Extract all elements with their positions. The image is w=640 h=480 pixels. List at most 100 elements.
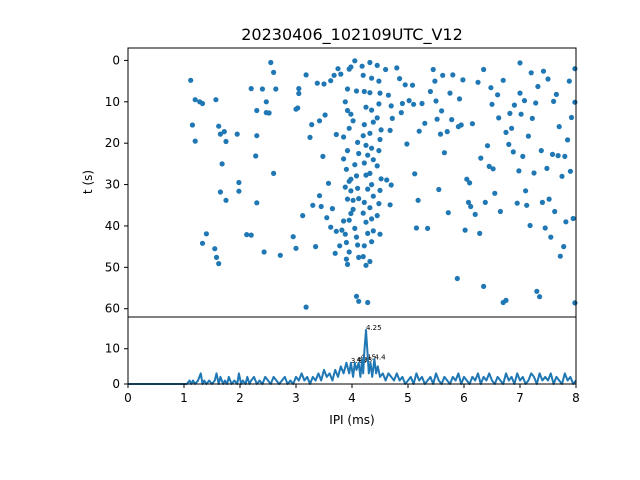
scatter-point — [552, 208, 558, 215]
scatter-point — [348, 210, 354, 217]
scatter-point — [555, 153, 561, 159]
scatter-point — [350, 197, 356, 203]
scatter-points — [188, 58, 578, 310]
scatter-point — [377, 231, 383, 237]
histogram-y-tick-label: 0 — [112, 377, 120, 391]
scatter-point — [387, 127, 393, 133]
scatter-point — [223, 138, 229, 145]
scatter-point — [529, 115, 535, 121]
scatter-point — [397, 76, 403, 82]
scatter-point — [325, 180, 332, 186]
scatter-point — [548, 234, 554, 240]
histogram-x-tick-label: 0 — [124, 391, 132, 405]
scatter-point — [425, 225, 431, 231]
scatter-point — [511, 102, 517, 108]
scatter-point — [415, 197, 421, 203]
scatter-point — [344, 86, 351, 92]
scatter-point — [533, 100, 539, 106]
scatter-point — [348, 64, 354, 70]
scatter-point — [454, 275, 460, 282]
scatter-point — [367, 170, 373, 176]
scatter-point — [538, 148, 544, 154]
scatter-point — [369, 239, 375, 245]
histogram-x-axis-label: IPI (ms) — [329, 413, 374, 427]
scatter-point — [203, 231, 209, 237]
scatter-point — [464, 176, 470, 182]
scatter-point — [361, 199, 367, 205]
scatter-point — [370, 228, 376, 234]
scatter-point — [296, 90, 302, 97]
scatter-point — [445, 210, 451, 216]
scatter-point — [370, 119, 376, 125]
scatter-point — [321, 81, 327, 87]
scatter-point — [346, 178, 352, 184]
scatter-point — [374, 62, 380, 68]
scatter-point — [387, 202, 393, 208]
scatter-point — [199, 100, 206, 107]
scatter-point — [527, 222, 533, 229]
scatter-point — [356, 254, 362, 260]
scatter-point — [546, 196, 552, 202]
scatter-point — [341, 156, 347, 162]
scatter-point — [318, 203, 324, 210]
scatter-point — [192, 138, 198, 144]
scatter-point — [363, 142, 369, 148]
scatter-point — [361, 243, 367, 249]
scatter-point — [537, 294, 543, 300]
histogram-x-tick-label: 5 — [404, 391, 412, 405]
scatter-point — [484, 143, 491, 149]
scatter-y-tick-label: 20 — [105, 136, 120, 150]
scatter-point — [472, 211, 478, 217]
scatter-point — [363, 172, 369, 178]
scatter-y-tick-label: 10 — [105, 95, 120, 109]
scatter-point — [559, 173, 565, 179]
scatter-point — [303, 72, 309, 78]
scatter-point — [376, 78, 382, 84]
scatter-point — [314, 80, 320, 86]
scatter-point — [363, 104, 369, 110]
scatter-point — [523, 188, 529, 194]
scatter-point — [492, 190, 498, 196]
scatter-point — [376, 148, 382, 154]
scatter-point — [310, 202, 316, 208]
scatter-point — [517, 60, 523, 66]
scatter-point — [566, 78, 572, 84]
scatter-point — [350, 118, 356, 124]
scatter-point — [561, 244, 567, 250]
scatter-point — [350, 206, 356, 212]
scatter-point — [477, 230, 483, 236]
scatter-point — [497, 208, 503, 215]
scatter-point — [525, 133, 532, 139]
scatter-point — [365, 186, 371, 192]
scatter-point — [439, 108, 445, 114]
scatter-point — [540, 68, 547, 74]
scatter-point — [376, 201, 382, 207]
scatter-point — [441, 150, 447, 156]
scatter-point — [503, 129, 509, 135]
scatter-point — [422, 120, 428, 126]
scatter-point — [360, 254, 366, 260]
scatter-point — [344, 107, 351, 114]
scatter-point — [309, 122, 315, 128]
scatter-point — [539, 199, 546, 205]
scatter-point — [553, 91, 560, 97]
scatter-point — [444, 129, 450, 135]
scatter-point — [394, 65, 400, 71]
scatter-point — [419, 100, 425, 107]
scatter-point — [360, 210, 366, 216]
scatter-point — [411, 101, 417, 107]
scatter-point — [563, 219, 569, 225]
scatter-point — [337, 243, 343, 249]
histogram-x-tick-label: 3 — [292, 391, 300, 405]
scatter-point — [329, 206, 335, 212]
scatter-point — [369, 107, 375, 113]
scatter-point — [342, 99, 348, 105]
scatter-point — [236, 188, 242, 194]
scatter-point — [486, 163, 492, 169]
scatter-point — [322, 112, 328, 118]
scatter-point — [344, 196, 351, 202]
scatter-point — [565, 137, 571, 143]
histogram-y-tick-label: 10 — [105, 342, 120, 356]
